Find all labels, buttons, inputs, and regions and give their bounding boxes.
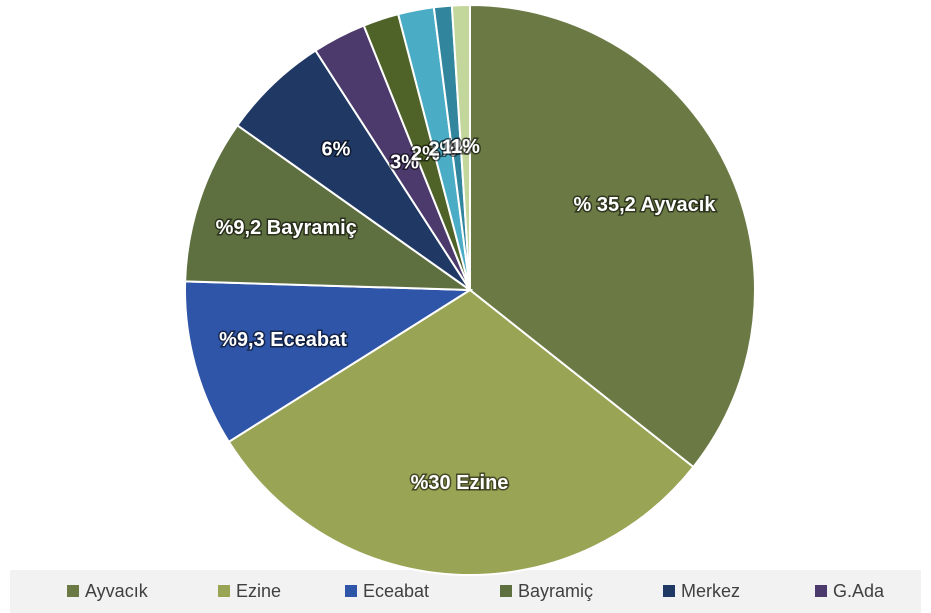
data-label: % 35,2 Ayvacık bbox=[573, 194, 716, 216]
data-label: 1% bbox=[451, 136, 480, 158]
legend-label: Ezine bbox=[236, 581, 281, 601]
legend-label: Eceabat bbox=[363, 581, 429, 601]
legend-swatch bbox=[218, 585, 230, 597]
data-label: %9,2 Bayramiç bbox=[216, 217, 357, 239]
pie-slice bbox=[450, 3, 471, 291]
pie-slice bbox=[469, 3, 756, 469]
data-label: 2% bbox=[428, 138, 457, 160]
data-label: 6% bbox=[321, 138, 350, 160]
legend-swatch bbox=[663, 585, 675, 597]
legend-label: G.Ada bbox=[833, 581, 885, 601]
legend-swatch bbox=[345, 585, 357, 597]
legend-label: Ayvacık bbox=[85, 581, 149, 601]
legend-label: Merkez bbox=[681, 581, 740, 601]
legend-swatch bbox=[67, 585, 79, 597]
pie-slice bbox=[184, 123, 474, 292]
data-label: 2% bbox=[411, 143, 440, 165]
data-label: %30 Ezine bbox=[411, 472, 509, 494]
pie-slice bbox=[227, 288, 695, 576]
data-label: 1% bbox=[442, 136, 471, 158]
data-label: %9,3 Eceabat bbox=[219, 329, 347, 351]
legend-label: Bayramiç bbox=[518, 581, 593, 601]
legend-swatch bbox=[815, 585, 827, 597]
data-label: 3% bbox=[390, 152, 419, 174]
legend-background bbox=[10, 570, 921, 613]
pie-slice bbox=[184, 280, 474, 444]
legend-swatch bbox=[500, 585, 512, 597]
